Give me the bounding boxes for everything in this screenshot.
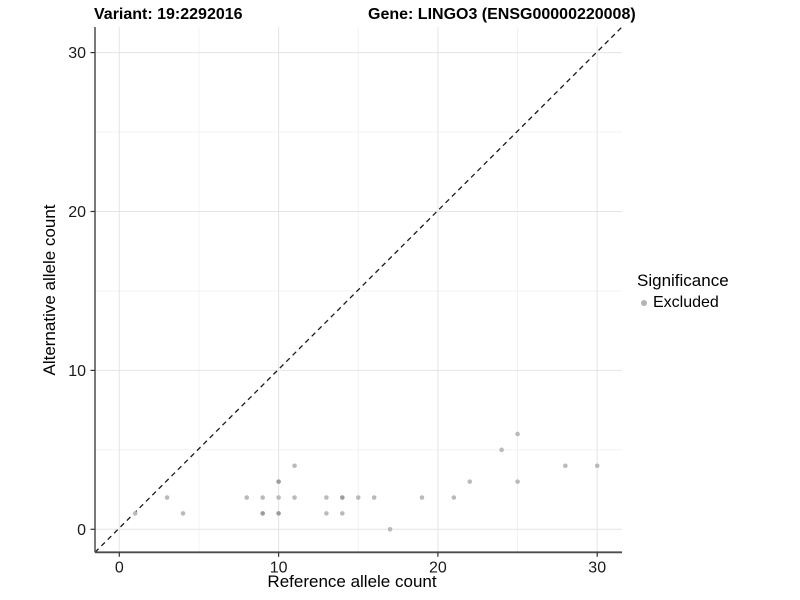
- legend-key: [635, 294, 653, 312]
- y-axis-title: Alternative allele count: [40, 204, 59, 376]
- y-tick-label: 10: [68, 363, 86, 380]
- data-point: [244, 495, 250, 500]
- data-point: [324, 511, 329, 516]
- data-point: [180, 511, 186, 516]
- x-tick-label: 20: [429, 559, 447, 576]
- x-tick-label: 0: [115, 559, 124, 576]
- data-point: [499, 447, 504, 453]
- data-point: [355, 495, 361, 500]
- data-point: [515, 479, 520, 484]
- data-point: [515, 431, 520, 437]
- data-point: [132, 511, 138, 516]
- data-point: [419, 495, 425, 500]
- data-point: [276, 495, 281, 500]
- data-point: [276, 511, 281, 516]
- data-point: [276, 479, 281, 484]
- data-point: [260, 495, 265, 500]
- legend-title: Significance: [637, 271, 729, 290]
- data-point: [292, 463, 297, 469]
- x-tick-label: 10: [270, 559, 288, 576]
- data-point: [164, 495, 170, 500]
- data-point: [260, 511, 265, 516]
- y-tick-label: 30: [68, 45, 86, 62]
- data-point: [371, 495, 377, 500]
- data-point: [387, 527, 393, 532]
- data-point: [340, 511, 345, 516]
- data-point: [451, 495, 457, 500]
- legend-item-excluded: Excluded: [637, 294, 729, 312]
- variant-title: Variant: 19:2292016: [94, 6, 243, 23]
- identity-line: [94, 26, 623, 553]
- data-point: [594, 463, 600, 469]
- x-axis-title: Reference allele count: [267, 572, 437, 591]
- gene-title: Gene: LINGO3 (ENSG00000220008): [368, 6, 636, 23]
- y-tick-label: 20: [68, 204, 86, 221]
- excluded-dot-icon: [641, 300, 647, 306]
- data-point: [292, 495, 297, 500]
- data-point: [340, 495, 345, 500]
- data-point: [324, 495, 329, 500]
- y-tick-label: 0: [77, 522, 86, 539]
- x-tick-label: 30: [588, 559, 606, 576]
- legend-item-label: Excluded: [653, 294, 719, 311]
- data-point: [563, 463, 568, 469]
- legend: Significance Excluded: [637, 271, 729, 312]
- data-point: [467, 479, 473, 484]
